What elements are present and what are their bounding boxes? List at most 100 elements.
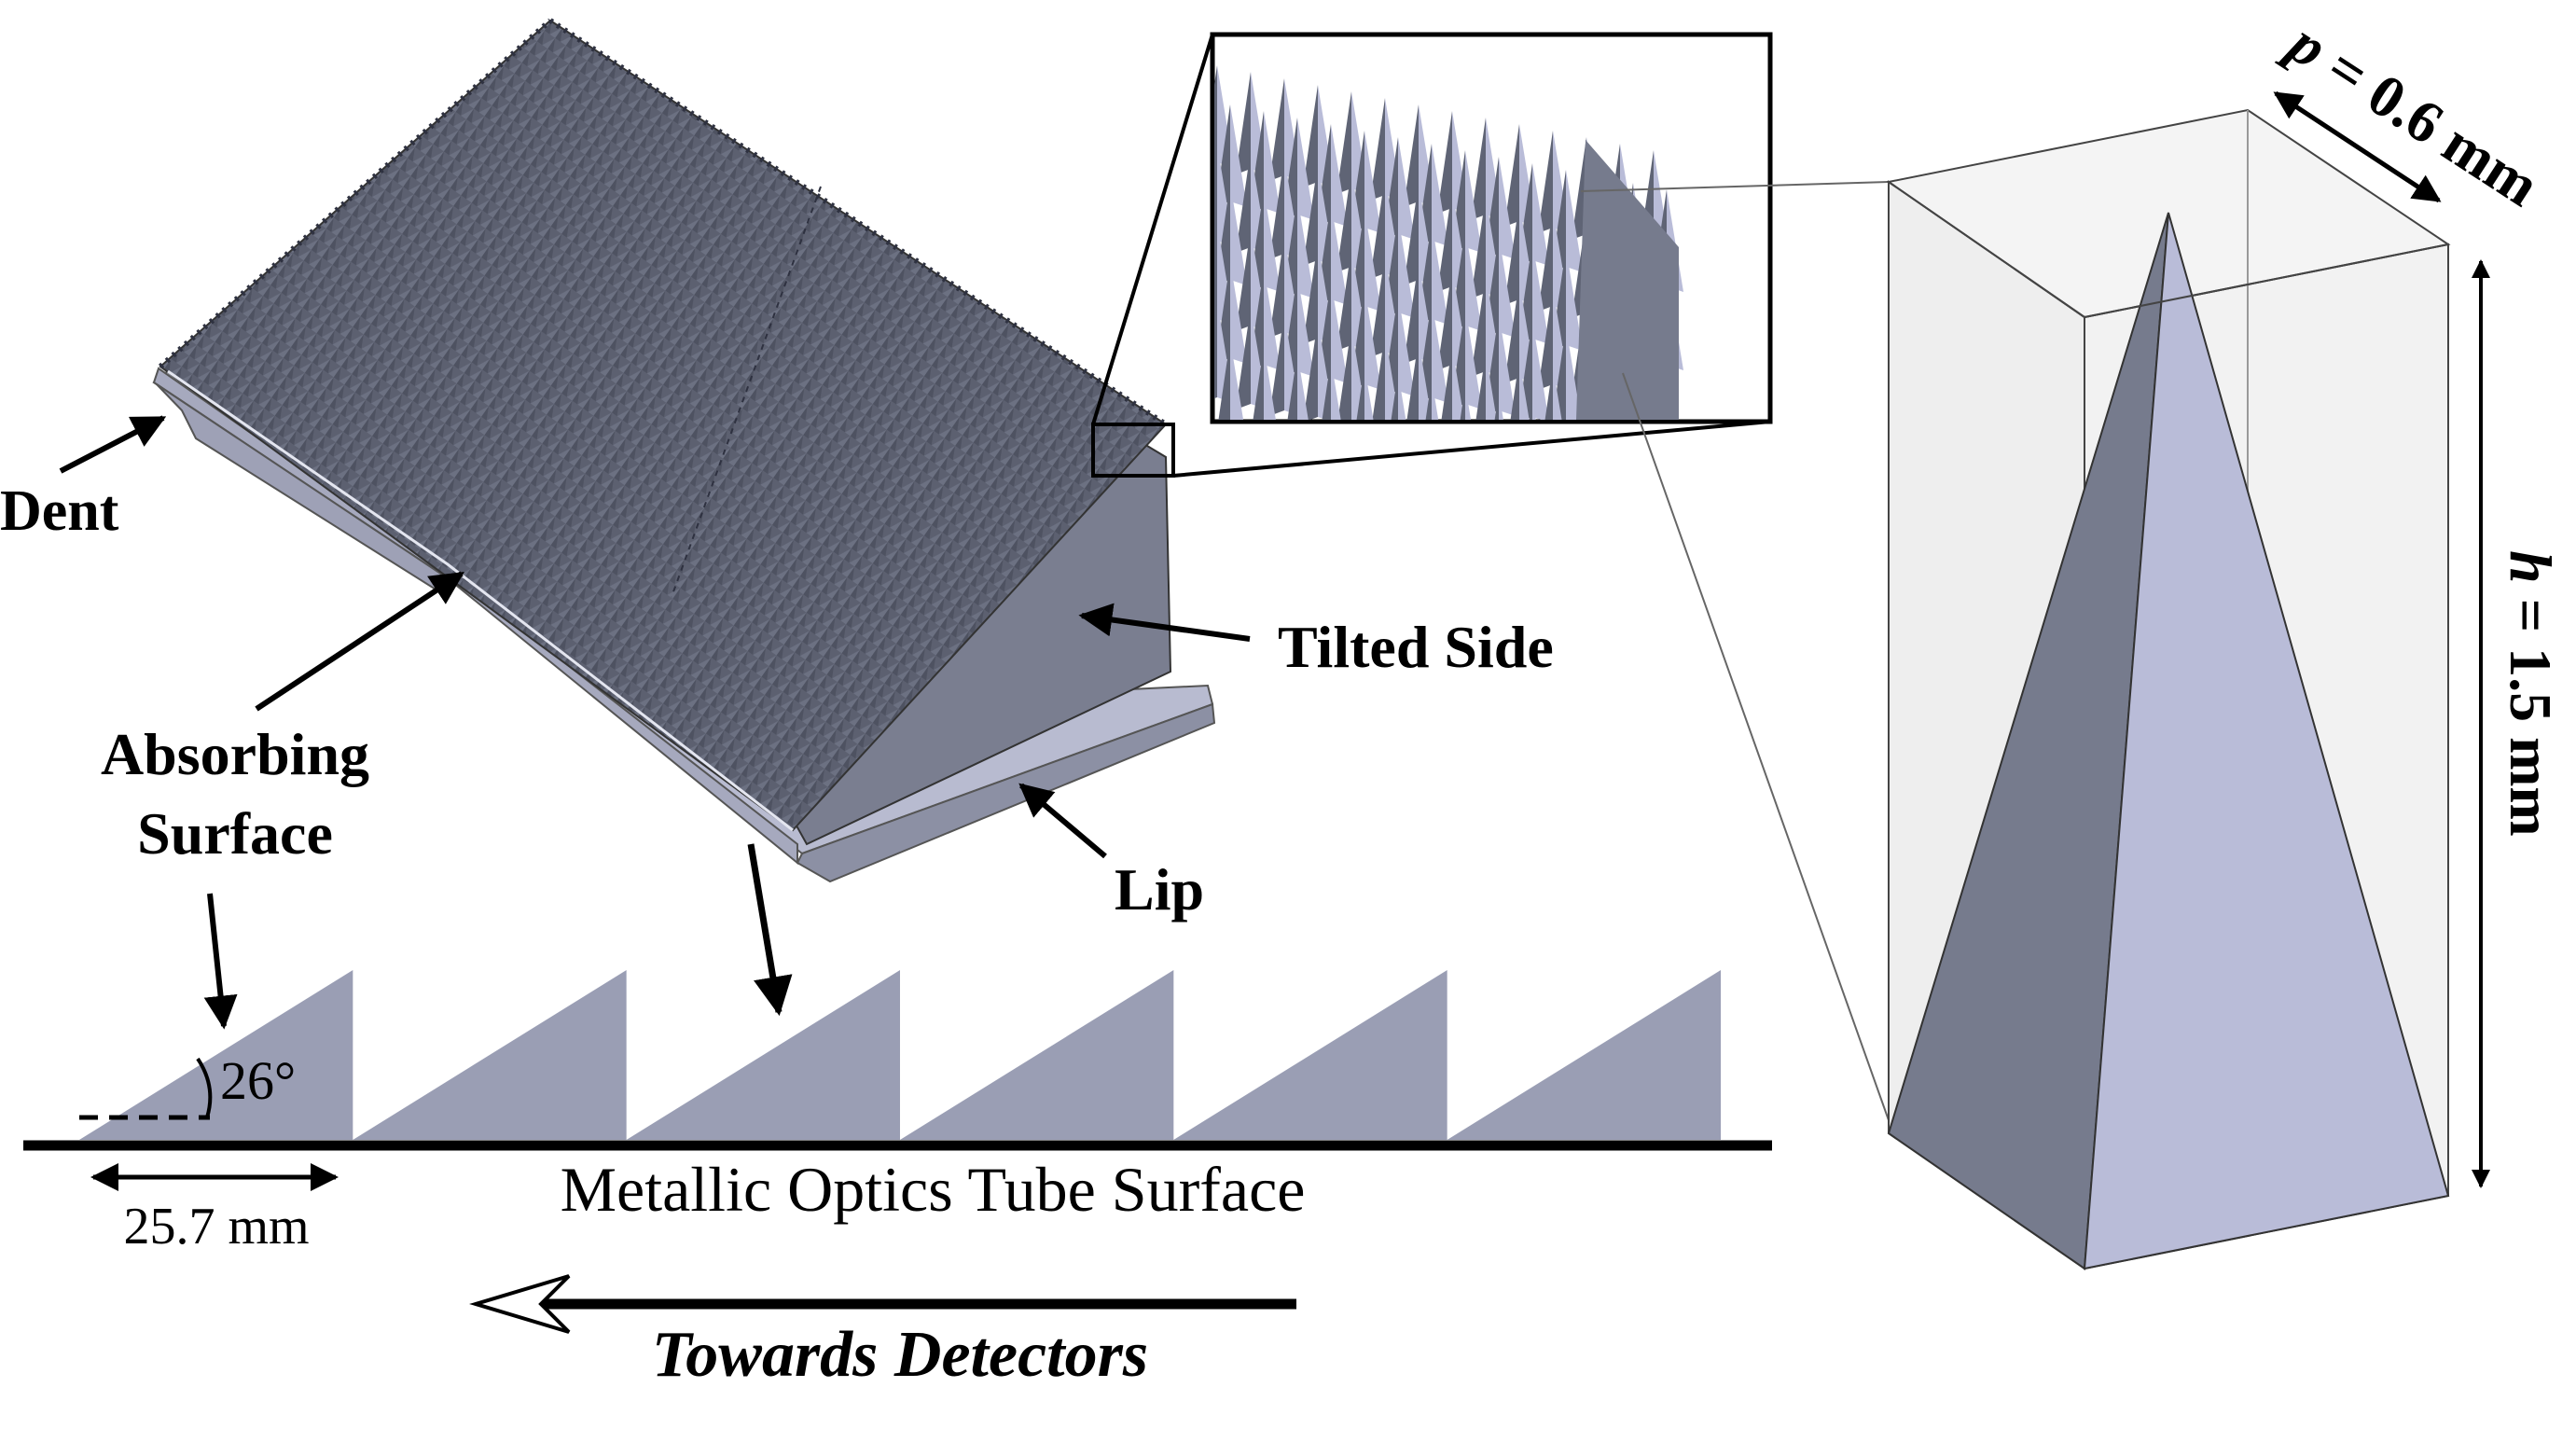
pitch-label: 25.7 mm [123,1198,309,1256]
inset-spike [1538,209,1553,312]
inset-spike [1236,150,1251,253]
inset-spike [1532,242,1549,344]
inset-spike [1370,98,1385,201]
connector-line-top [1580,181,1890,192]
lip-highlight [167,369,794,832]
inset-spike [1253,346,1264,420]
angle-label: 26° [220,1050,296,1111]
zoom-line-top [1091,34,1214,425]
lip-plate-edge [796,702,1216,883]
inset-spike [1504,281,1519,383]
inset-spike [1471,196,1486,298]
sawtooth-tooth [1173,970,1447,1140]
inset-spike [1499,313,1516,416]
zoom-source-box [1091,423,1175,478]
inset-spike [1404,261,1419,364]
inset-spike [1432,379,1439,420]
inset-spike [1331,281,1348,383]
unit-cell [1886,108,2451,1270]
inset-spike [1544,366,1553,420]
inset-spike [1303,242,1318,344]
inset-spike [1214,144,1217,243]
inset-spike [1504,124,1519,227]
inset-spike [1230,340,1244,420]
tilted-side-arrow [1078,603,1251,642]
inset-spike [1372,333,1385,420]
inset-spike [1287,353,1297,420]
tilted-side-label: Tilted Side [1278,614,1554,680]
inset-spike [1532,163,1549,266]
absorbing-surface-arrow [255,571,465,712]
inset-spike [1529,398,1532,420]
inset-spike [1460,385,1465,420]
pyramid-right-face [2083,212,2450,1270]
inset-spike [1364,287,1381,390]
inset-spike [1264,346,1276,420]
inset-spike [1218,340,1230,420]
inset-spike [1398,372,1406,420]
inset-spike [1406,340,1419,420]
absorbing-label-line2: Surface [137,800,333,867]
inset-spike [1297,353,1309,420]
inset-spike [1236,307,1251,409]
inset-spike [1364,209,1381,312]
inset-spike [1432,300,1448,403]
inset-spike [1404,104,1419,207]
inset-spike [1364,131,1381,233]
inset-spike [1214,222,1217,321]
inset-spike [1471,118,1486,220]
inset-spike [1230,261,1247,364]
inset-side-wall [1576,140,1679,420]
inset-spike [1465,229,1482,331]
inset-spike [1538,287,1553,390]
inset-spike [1510,359,1519,420]
towards-detectors-arrow-head [469,1274,571,1334]
inset-spike [1566,170,1583,272]
inset-spike [1517,320,1532,420]
inset-spike [1465,307,1482,409]
inset-spike [1432,222,1448,325]
inset-spike [1297,274,1314,377]
inset-spike [1538,131,1553,233]
inset-spike [1486,353,1497,420]
inset-spike [1336,170,1351,272]
inset-spike [1331,124,1348,227]
inset-spike [1264,111,1281,214]
inset-spike [1667,424,1683,527]
inset-spike [1425,379,1432,420]
inset-spike [1303,163,1318,266]
inset-spike [1364,366,1374,420]
inset-spike [1230,104,1247,207]
sawtooth-tooth [1447,970,1721,1140]
inset-spike [1318,320,1335,420]
inset-spike [1519,359,1530,420]
inset-spike [1499,157,1516,259]
inset-spike [1419,340,1433,420]
lip-arrow [1018,783,1107,859]
inset-spike [1471,274,1486,377]
inset-spike [1398,137,1415,240]
inset-spike [1532,320,1549,420]
lip-label: Lip [1115,856,1204,923]
inset-spike [1404,183,1419,285]
inset-spike [1303,85,1318,187]
inset-spike [1563,405,1566,420]
inset-spike [1236,229,1251,331]
inset-magnified-spikes [1210,32,1773,527]
zoom-line-bottom [1172,420,1771,478]
inset-spike [1532,398,1536,420]
inset-spike [1214,300,1217,399]
inset-spike [1269,78,1284,181]
inset-spike [1336,91,1351,194]
sawtooth-tooth [79,970,353,1140]
inset-spike [1452,346,1464,420]
inset-spike [1297,118,1314,220]
inset-spike [1391,372,1398,420]
profile-arrow [747,843,793,1017]
inset-spike [1264,268,1281,370]
sawtooth-tooth [353,970,627,1140]
inset-spike [1499,392,1503,420]
dent-arrow [59,415,167,474]
angle-arc [196,1057,213,1118]
